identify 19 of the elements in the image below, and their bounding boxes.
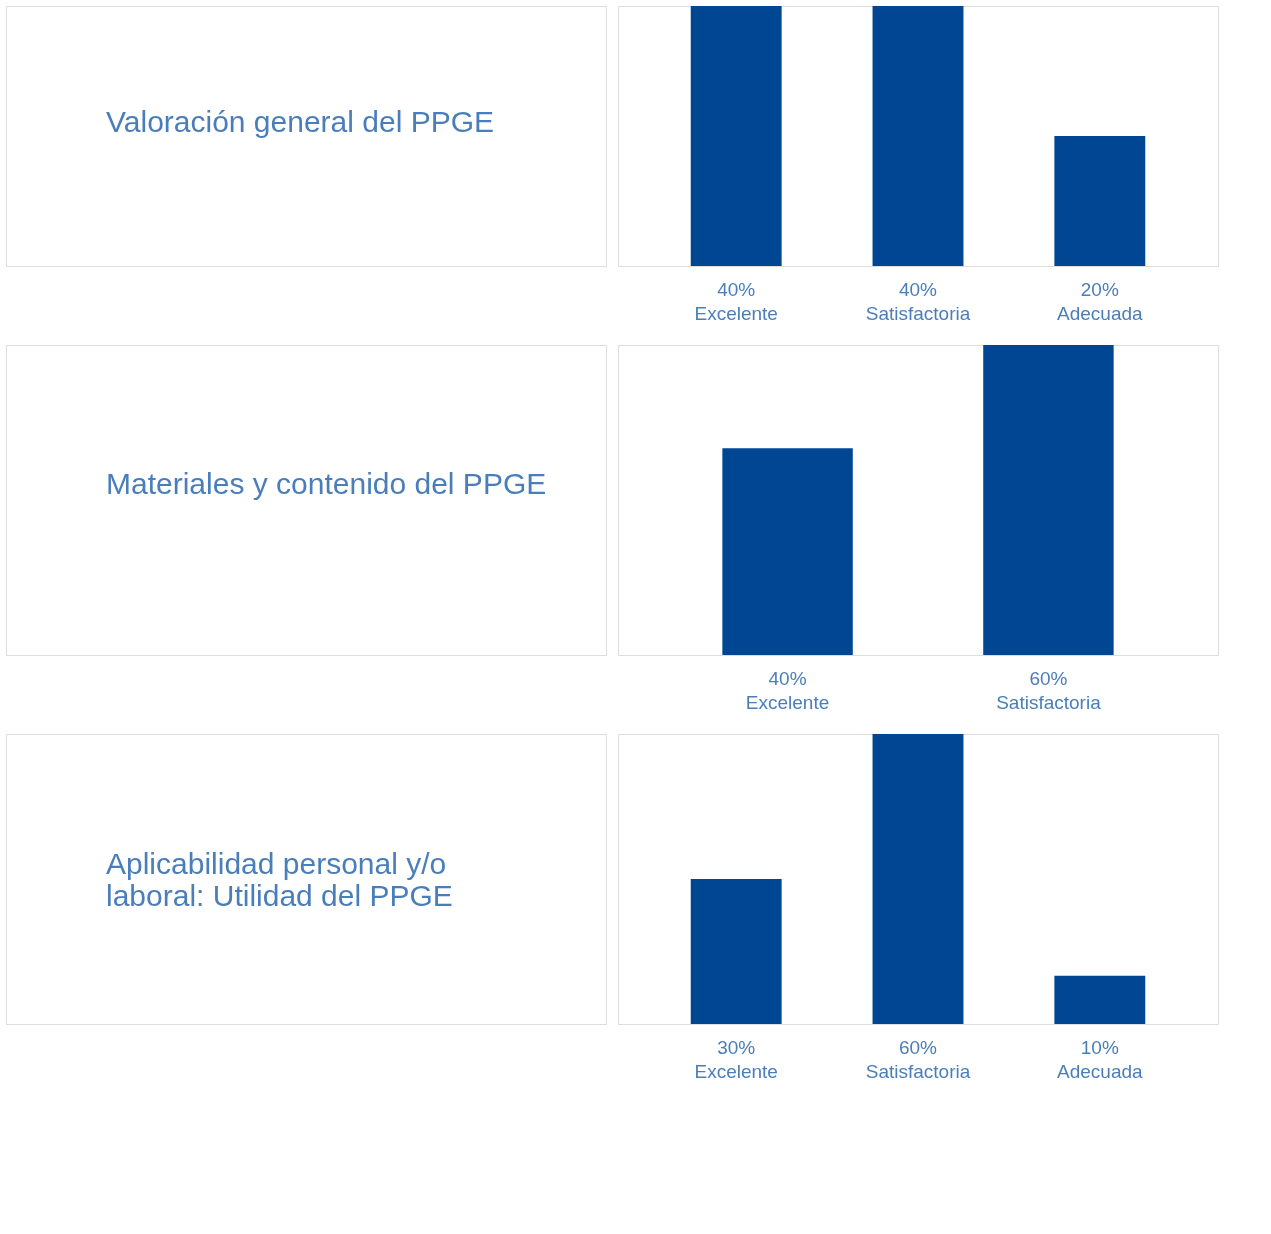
text: Materiales y contenido del PPGE [106, 466, 547, 500]
text: Valoración general del PPGE [106, 105, 495, 138]
x-tick-label: Satisfactoria [996, 691, 1102, 713]
x-tick-label: Excelente [745, 691, 830, 713]
text: Aplicabilidad personal y/o laboral: Utilidad del PPGE [106, 846, 453, 912]
data-label: 60% [1029, 667, 1068, 689]
x-tick-label: Excelente [694, 1060, 778, 1082]
data-label: 40% [768, 667, 807, 689]
x-tick-label: Adecuada [1057, 1060, 1144, 1082]
x-tick-label: Satisfactoria [865, 302, 971, 324]
x-tick-label: Excelente [694, 302, 778, 324]
x-tick-label: Satisfactoria [865, 1060, 971, 1082]
data-label: 30% [717, 1036, 756, 1058]
x-tick-label: Adecuada [1057, 302, 1144, 324]
data-label: 20% [1080, 278, 1119, 300]
data-label: 60% [898, 1036, 938, 1058]
data-label: 40% [898, 278, 938, 300]
data-label: 10% [1080, 1036, 1119, 1058]
data-label: 40% [717, 278, 756, 300]
